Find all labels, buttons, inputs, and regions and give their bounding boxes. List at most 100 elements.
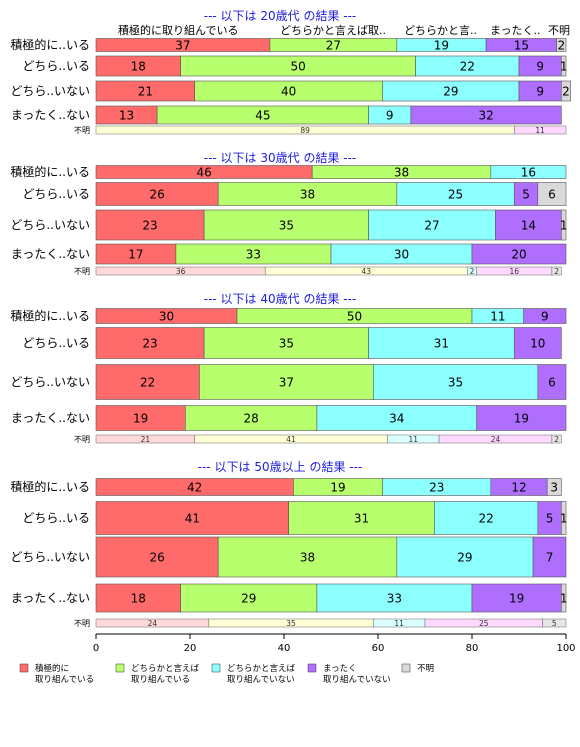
data-label: 7 xyxy=(546,551,554,565)
data-label: 38 xyxy=(300,188,315,202)
data-label: 10 xyxy=(530,337,545,351)
data-label-unknown: 2 xyxy=(470,267,475,276)
legend-label: 取り組んでいる xyxy=(35,674,94,685)
data-label: 23 xyxy=(429,481,444,495)
data-label: 22 xyxy=(460,60,475,74)
row-label: まったく..ない xyxy=(11,108,90,122)
bar-segment xyxy=(396,536,534,578)
data-label: 38 xyxy=(394,166,409,180)
data-label: 35 xyxy=(448,376,463,390)
data-label-unknown: 11 xyxy=(394,619,404,628)
data-label: 18 xyxy=(131,60,146,74)
data-label: 1 xyxy=(560,219,568,233)
data-label: 2 xyxy=(562,85,570,99)
bar-segment-unknown xyxy=(551,434,562,444)
data-label: 6 xyxy=(548,188,556,202)
data-label: 20 xyxy=(511,248,526,262)
data-label: 14 xyxy=(521,219,536,233)
header-column-label: どちらかと言えば取.. xyxy=(280,24,386,37)
legend-label: まったく xyxy=(323,664,357,674)
legend-label: 積極的に xyxy=(35,663,69,674)
panel-title: --- 以下は 50歳以上 の結果 --- xyxy=(198,460,363,474)
row-label: まったく..ない xyxy=(11,247,90,261)
bar-segment-unknown xyxy=(542,618,567,628)
bar-segment xyxy=(490,165,567,179)
data-label: 12 xyxy=(511,481,526,495)
bar-segment xyxy=(95,209,205,241)
data-label-unknown: 5 xyxy=(552,619,557,628)
data-label: 1 xyxy=(560,60,568,74)
data-label: 1 xyxy=(560,592,568,606)
data-label: 33 xyxy=(387,592,402,606)
bar-segment xyxy=(560,80,571,102)
data-label: 32 xyxy=(478,109,493,123)
data-label: 38 xyxy=(300,551,315,565)
row-label: 積極的に..いる xyxy=(10,479,90,494)
bar-segment xyxy=(546,478,562,496)
x-tick-label: 40 xyxy=(278,643,291,654)
data-label: 16 xyxy=(521,166,536,180)
legend-swatch xyxy=(307,663,317,673)
row-label: 積極的に..いる xyxy=(10,37,90,52)
data-label: 22 xyxy=(140,376,155,390)
data-label: 25 xyxy=(448,188,463,202)
data-label: 50 xyxy=(290,60,305,74)
data-label: 19 xyxy=(434,39,449,53)
data-label: 11 xyxy=(490,310,505,324)
header-column-label: まったく.. xyxy=(490,24,541,37)
bar-segment xyxy=(476,405,567,431)
data-label: 42 xyxy=(187,481,202,495)
data-label: 34 xyxy=(389,412,404,426)
x-tick-label: 80 xyxy=(466,643,479,654)
row-label-unknown: 不明 xyxy=(74,435,90,444)
row-label-unknown: 不明 xyxy=(74,126,90,135)
bar-segment xyxy=(560,209,567,241)
bar-segment xyxy=(495,209,562,241)
data-label: 26 xyxy=(149,188,164,202)
data-label-unknown: 35 xyxy=(286,619,296,628)
bar-segment xyxy=(556,38,567,52)
data-label-unknown: 41 xyxy=(286,435,296,444)
legend-swatch xyxy=(401,663,411,673)
data-label: 41 xyxy=(185,512,200,526)
row-label: どちら..いる xyxy=(22,59,90,73)
data-label-unknown: 24 xyxy=(491,435,501,444)
data-label: 3 xyxy=(550,481,558,495)
data-label: 50 xyxy=(347,310,362,324)
data-label: 1 xyxy=(560,512,568,526)
panel-title: --- 以下は 30歳代 の結果 --- xyxy=(204,151,357,165)
bar-segment xyxy=(434,501,539,535)
legend-swatch xyxy=(115,663,125,673)
row-label: 積極的に..いる xyxy=(10,164,90,179)
data-label: 35 xyxy=(279,337,294,351)
panel-title: --- 以下は 20歳代 の結果 --- xyxy=(204,9,357,23)
legend-swatch xyxy=(211,663,221,673)
bar-segment xyxy=(203,209,369,241)
data-label: 22 xyxy=(478,512,493,526)
data-label: 29 xyxy=(457,551,472,565)
data-label: 13 xyxy=(119,109,134,123)
data-label: 23 xyxy=(142,219,157,233)
bar-segment xyxy=(316,583,473,613)
bar-segment xyxy=(471,583,562,613)
data-label-unknown: 36 xyxy=(176,267,186,276)
data-label: 9 xyxy=(536,85,544,99)
data-label: 33 xyxy=(246,248,261,262)
bar-segment xyxy=(95,536,219,578)
data-label-unknown: 25 xyxy=(479,619,489,628)
header-column-label: どちらかと言.. xyxy=(404,24,477,37)
row-label-unknown: 不明 xyxy=(74,267,90,276)
data-label: 2 xyxy=(557,39,565,53)
row-label: どちら..いない xyxy=(10,84,90,98)
bar-segment xyxy=(372,364,539,400)
legend-label: どちらかと言えば xyxy=(227,663,296,674)
data-label: 5 xyxy=(546,512,554,526)
data-label-unknown: 2 xyxy=(554,267,559,276)
data-label-unknown: 89 xyxy=(300,126,310,135)
data-label-unknown: 11 xyxy=(535,126,545,135)
legend-label: 不明 xyxy=(417,664,434,674)
legend-label: 取り組んでいない xyxy=(227,674,295,685)
data-label: 40 xyxy=(281,85,296,99)
data-label: 30 xyxy=(159,310,174,324)
